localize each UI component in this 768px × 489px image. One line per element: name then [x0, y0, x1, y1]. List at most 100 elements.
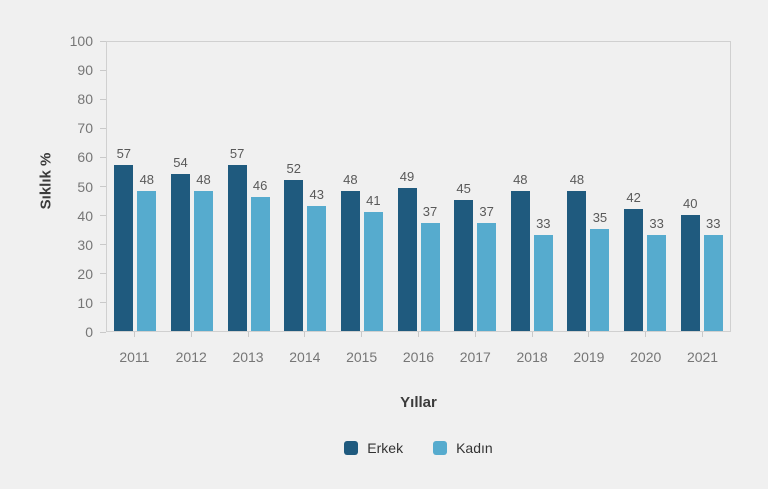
bar-erkek-2020	[624, 209, 644, 331]
bar-erkek-2012	[170, 174, 190, 331]
value-label-erkek-2021: 40	[682, 196, 698, 211]
bar-col-erkek-2012: 54	[170, 42, 190, 331]
x-tick-label: 2020	[630, 349, 662, 365]
bar-kadın-2016	[420, 223, 440, 331]
bar-col-kadın-2014: 43	[307, 42, 327, 331]
x-tick-mark	[190, 332, 192, 337]
legend-swatch-erkek	[344, 441, 359, 455]
y-tick-label: 70	[77, 120, 93, 137]
bar-group-2020: 42 33	[617, 42, 674, 331]
value-label-kadın-2020: 33	[649, 216, 664, 231]
x-tick-label: 2015	[346, 349, 378, 365]
x-axis: 2011 2012 2013 2014 2015 2016 2017 2018 2019 2020…	[106, 332, 731, 365]
y-tick-label: 10	[77, 294, 93, 311]
value-label-kadın-2017: 37	[479, 204, 494, 219]
value-label-kadın-2018: 33	[536, 216, 551, 231]
x-tick-label: 2021	[686, 349, 719, 365]
y-tick-label: 50	[77, 178, 93, 195]
bar-kadın-2018	[533, 235, 553, 331]
value-label-erkek-2016: 49	[399, 169, 415, 184]
bar-erkek-2018	[510, 191, 530, 331]
x-cell-2018: 2018	[504, 332, 561, 365]
value-label-erkek-2012: 54	[173, 155, 188, 170]
x-cell-2020: 2020	[617, 332, 674, 365]
y-tick-label: 40	[77, 207, 93, 224]
y-tick-mark	[100, 273, 106, 275]
bar-erkek-2019	[567, 191, 587, 331]
value-label-kadın-2012: 48	[196, 172, 211, 187]
x-tick-mark	[702, 332, 704, 337]
bar-col-erkek-2014: 52	[284, 42, 304, 331]
bar-kadın-2013	[250, 197, 270, 331]
y-tick-mark	[100, 98, 106, 100]
y-tick-label: 60	[77, 149, 93, 166]
bar-col-kadın-2020: 33	[647, 42, 667, 331]
bar-group-2013: 57 46	[220, 42, 277, 331]
x-tick-label: 2011	[119, 349, 150, 365]
y-tick-label: 20	[77, 265, 93, 282]
value-label-erkek-2013: 57	[229, 146, 245, 161]
x-tick-label: 2014	[289, 349, 321, 365]
value-label-kadın-2016: 37	[422, 204, 438, 219]
value-label-erkek-2019: 48	[569, 172, 585, 187]
y-tick-label: 100	[69, 33, 93, 49]
value-label-erkek-2015: 48	[343, 172, 358, 187]
y-tick-mark	[100, 40, 106, 42]
bar-kadın-2011	[137, 191, 157, 331]
x-cell-2019: 2019	[561, 332, 618, 365]
legend-label-erkek: Erkek	[367, 440, 404, 456]
bar-kadın-2012	[193, 191, 213, 331]
x-cell-2012: 2012	[163, 332, 220, 365]
x-tick-label: 2018	[516, 349, 548, 365]
y-tick-label: 0	[85, 324, 93, 340]
bar-erkek-2013	[227, 165, 247, 331]
bar-col-kadın-2013: 46	[250, 42, 270, 331]
y-tick-mark	[100, 331, 106, 333]
x-cell-2021: 2021	[674, 332, 731, 365]
x-cell-2013: 2013	[220, 332, 277, 365]
bar-kadın-2014	[307, 206, 327, 331]
x-tick-label: 2013	[232, 349, 264, 365]
y-tick-mark	[100, 244, 106, 246]
bar-group-2012: 54 48	[164, 42, 221, 331]
bar-erkek-2021	[680, 215, 700, 331]
x-tick-label: 2012	[175, 349, 207, 365]
y-tick-mark	[100, 156, 106, 158]
bar-erkek-2016	[397, 188, 417, 331]
bar-col-erkek-2011: 57	[114, 42, 134, 331]
value-label-kadın-2014: 43	[309, 187, 324, 202]
legend: Erkek Kadın	[106, 440, 731, 456]
x-cell-2011: 2011	[106, 332, 163, 365]
x-tick-mark	[645, 332, 647, 337]
legend-swatch-kadın	[433, 441, 448, 455]
y-axis: 0 10 20 30 40 50 60 70 80 90 100	[0, 33, 106, 340]
bar-group-2014: 52 43	[277, 42, 334, 331]
value-label-kadın-2015: 41	[366, 193, 381, 208]
x-tick-label: 2017	[459, 349, 491, 365]
x-axis-title: Yıllar	[400, 394, 437, 411]
x-cell-2016: 2016	[390, 332, 447, 365]
bar-col-erkek-2021: 40	[680, 42, 700, 331]
x-tick-mark	[531, 332, 533, 337]
bar-col-kadın-2021: 33	[703, 42, 723, 331]
x-tick-mark	[361, 332, 363, 337]
bar-col-erkek-2019: 48	[567, 42, 587, 331]
bar-col-kadın-2017: 37	[477, 42, 497, 331]
bar-group-2011: 57 48	[107, 42, 164, 331]
x-tick-mark	[588, 332, 590, 337]
bar-kadın-2020	[647, 235, 667, 331]
bars: 57 48 54 48 57 46 52 43 48 41 49 37 45 37 48 33 48 35 42 33…	[107, 42, 730, 331]
bar-erkek-2015	[340, 191, 360, 331]
bar-col-kadın-2015: 41	[363, 42, 383, 331]
x-cell-2017: 2017	[447, 332, 504, 365]
bar-erkek-2017	[454, 200, 474, 331]
y-tick-mark	[100, 302, 106, 304]
bar-group-2018: 48 33	[503, 42, 560, 331]
bar-erkek-2014	[284, 180, 304, 331]
bar-col-erkek-2017: 45	[454, 42, 474, 331]
bar-erkek-2011	[114, 165, 134, 331]
value-label-kadın-2019: 35	[592, 210, 608, 225]
value-label-erkek-2014: 52	[286, 161, 301, 176]
bar-col-kadın-2019: 35	[590, 42, 610, 331]
value-label-erkek-2017: 45	[456, 181, 471, 196]
